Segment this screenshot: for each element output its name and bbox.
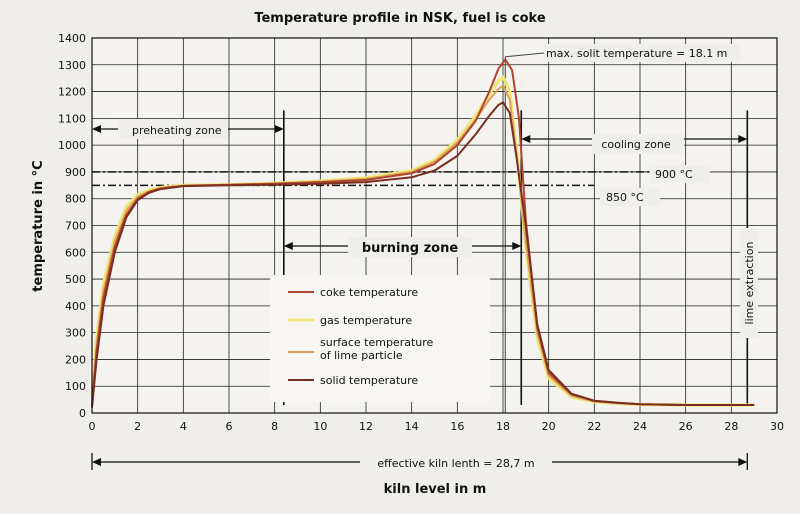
arrow-head [92, 458, 101, 466]
legend-label-surface: surface temperature of lime particle [320, 336, 434, 362]
lime-extraction-label: lime extraction [743, 242, 756, 325]
y-tick-label: 1300 [58, 59, 86, 72]
ref-900-label: 900 °C [655, 168, 693, 181]
x-tick-label: 2 [134, 420, 141, 433]
arrow-head [274, 125, 284, 133]
ref-850-label-bg [600, 188, 660, 206]
arrow-head [738, 135, 748, 143]
max-label-bg [544, 44, 740, 62]
preheating-zone-label: preheating zone [132, 124, 222, 137]
annotations: preheating zone burning zone cooling zon… [118, 44, 758, 472]
x-tick-label: 20 [542, 420, 556, 433]
cooling-zone-label: cooling zone [601, 138, 671, 151]
y-tick-label: 900 [65, 166, 86, 179]
y-tick-label: 1100 [58, 112, 86, 125]
x-tick-label: 26 [679, 420, 693, 433]
y-tick-label: 500 [65, 273, 86, 286]
x-tick-label: 12 [359, 420, 373, 433]
arrow-head [738, 458, 748, 466]
x-axis-label: kiln level in m [384, 482, 487, 497]
x-tick-label: 8 [271, 420, 278, 433]
y-axis-label: temperature in °C [31, 160, 46, 291]
y-tick-label: 1200 [58, 86, 86, 99]
y-tick-label: 400 [65, 300, 86, 313]
x-tick-label: 28 [724, 420, 738, 433]
x-tick-label: 16 [450, 420, 464, 433]
preheating-label-bg [118, 119, 228, 139]
max-temperature-label: max. solit temperature = 18.1 m [546, 47, 727, 60]
y-tick-label: 1400 [58, 32, 86, 45]
y-tick-label: 0 [79, 407, 86, 420]
y-tick-label: 700 [65, 220, 86, 233]
y-tick-label: 800 [65, 193, 86, 206]
lime-extraction-label-bg [740, 228, 758, 338]
effective-length-label-bg [360, 454, 552, 472]
legend: coke temperature gas temperature surface… [270, 275, 490, 402]
x-tick-label: 18 [496, 420, 510, 433]
x-tick-label: 24 [633, 420, 647, 433]
legend-label-gas: gas temperature [320, 314, 412, 327]
effective-length-label: effective kiln lenth = 28,7 m [377, 457, 534, 470]
x-tick-label: 6 [226, 420, 233, 433]
x-tick-label: 22 [587, 420, 601, 433]
axes: 0 2 4 6 8 10 12 14 16 18 20 22 24 26 28 300100200300400… [58, 32, 784, 433]
ref-850-label: 850 °C [606, 191, 644, 204]
y-tick-label: 600 [65, 246, 86, 259]
ref-900-label-bg [650, 165, 710, 183]
plot-border [91, 37, 778, 414]
x-tick-label: 10 [313, 420, 327, 433]
x-tick-label: 4 [180, 420, 187, 433]
y-tick-label: 200 [65, 353, 86, 366]
max-temperature-leader [505, 52, 545, 58]
x-tick-label: 0 [89, 420, 96, 433]
y-tick-label: 1000 [58, 139, 86, 152]
arrow-head [512, 242, 522, 250]
chart-title: Temperature profile in NSK, fuel is coke [254, 11, 545, 26]
x-tick-label: 14 [405, 420, 419, 433]
burning-label-bg [348, 237, 472, 257]
burning-zone-label: burning zone [362, 241, 459, 256]
legend-label-coke: coke temperature [320, 286, 418, 299]
y-tick-label: 300 [65, 327, 86, 340]
arrow-head [283, 242, 293, 250]
cooling-label-bg [592, 134, 684, 154]
series-line-solid [91, 101, 755, 408]
x-tick-label: 30 [770, 420, 784, 433]
arrow-head [521, 135, 531, 143]
legend-label-solid: solid temperature [320, 374, 418, 387]
series-lines [90, 58, 755, 408]
y-tick-label: 100 [65, 380, 86, 393]
arrow-head [92, 125, 101, 133]
